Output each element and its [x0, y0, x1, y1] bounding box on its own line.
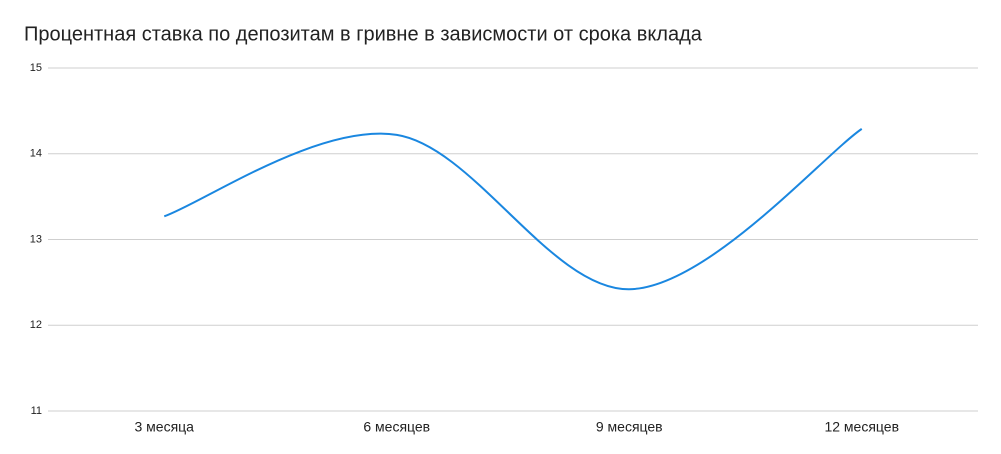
line [163, 128, 863, 291]
y-tick-label: 13 [30, 233, 42, 245]
x-tick-label: 12 месяцев [824, 419, 899, 435]
x-tick-label: 6 месяцев [363, 419, 430, 435]
x-tick-label: 3 месяца [135, 419, 195, 435]
y-tick-label: 14 [30, 148, 42, 160]
x-tick-label: 9 месяцев [596, 419, 663, 435]
y-tick-label: 12 [30, 319, 42, 331]
y-tick-label: 11 [31, 405, 42, 417]
chart-title: Процентная ставка по депозитам в гривне … [24, 23, 703, 45]
y-tick-label: 15 [30, 62, 42, 74]
